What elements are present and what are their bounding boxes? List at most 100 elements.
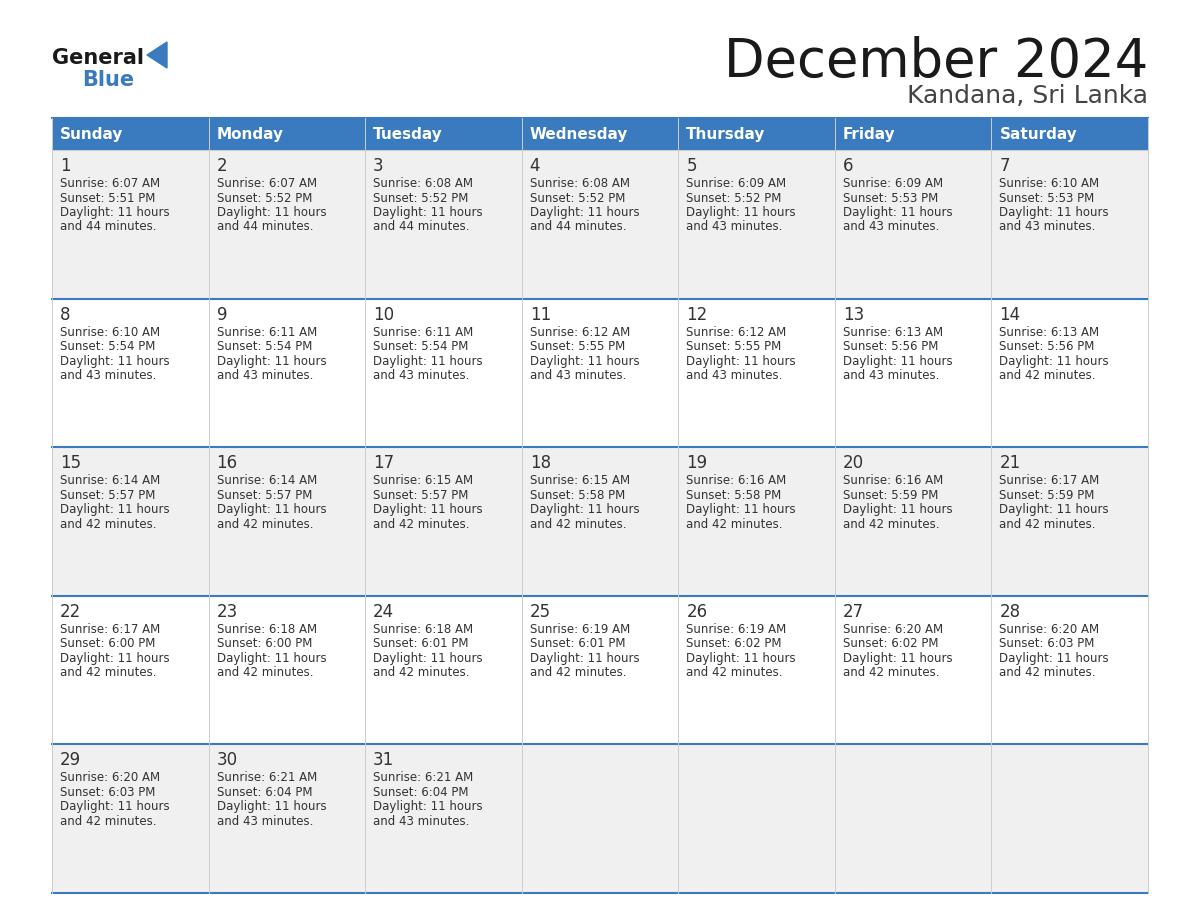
Text: Sunset: 5:54 PM: Sunset: 5:54 PM xyxy=(373,340,468,353)
Bar xyxy=(678,118,835,150)
Text: Sunrise: 6:10 AM: Sunrise: 6:10 AM xyxy=(999,177,1100,190)
Text: Sunrise: 6:14 AM: Sunrise: 6:14 AM xyxy=(61,475,160,487)
Text: Daylight: 11 hours: Daylight: 11 hours xyxy=(373,652,482,665)
Text: 11: 11 xyxy=(530,306,551,324)
Text: Daylight: 11 hours: Daylight: 11 hours xyxy=(61,652,170,665)
Text: Sunrise: 6:21 AM: Sunrise: 6:21 AM xyxy=(216,771,317,784)
Text: Sunset: 6:02 PM: Sunset: 6:02 PM xyxy=(687,637,782,650)
Text: Sunrise: 6:13 AM: Sunrise: 6:13 AM xyxy=(999,326,1100,339)
Text: Daylight: 11 hours: Daylight: 11 hours xyxy=(999,354,1110,367)
Text: 30: 30 xyxy=(216,752,238,769)
Text: 17: 17 xyxy=(373,454,394,472)
Text: Sunset: 6:04 PM: Sunset: 6:04 PM xyxy=(373,786,468,799)
Text: 7: 7 xyxy=(999,157,1010,175)
Text: 2: 2 xyxy=(216,157,227,175)
Text: 4: 4 xyxy=(530,157,541,175)
Bar xyxy=(365,118,522,150)
Text: Daylight: 11 hours: Daylight: 11 hours xyxy=(842,652,953,665)
Text: 20: 20 xyxy=(842,454,864,472)
Text: Daylight: 11 hours: Daylight: 11 hours xyxy=(687,354,796,367)
Text: Sunrise: 6:09 AM: Sunrise: 6:09 AM xyxy=(687,177,786,190)
Text: Daylight: 11 hours: Daylight: 11 hours xyxy=(530,354,639,367)
Text: 14: 14 xyxy=(999,306,1020,324)
Text: Monday: Monday xyxy=(216,127,284,141)
Text: and 43 minutes.: and 43 minutes. xyxy=(373,369,469,382)
Text: Sunrise: 6:11 AM: Sunrise: 6:11 AM xyxy=(216,326,317,339)
Text: Sunrise: 6:12 AM: Sunrise: 6:12 AM xyxy=(530,326,630,339)
Polygon shape xyxy=(147,42,168,68)
Text: Sunset: 6:00 PM: Sunset: 6:00 PM xyxy=(216,637,312,650)
Text: Sunset: 5:57 PM: Sunset: 5:57 PM xyxy=(216,488,312,502)
Text: 19: 19 xyxy=(687,454,707,472)
Text: 8: 8 xyxy=(61,306,70,324)
Text: Daylight: 11 hours: Daylight: 11 hours xyxy=(61,800,170,813)
Text: 28: 28 xyxy=(999,603,1020,621)
Text: Sunrise: 6:07 AM: Sunrise: 6:07 AM xyxy=(61,177,160,190)
Bar xyxy=(522,118,678,150)
Text: and 43 minutes.: and 43 minutes. xyxy=(61,369,157,382)
Text: Kandana, Sri Lanka: Kandana, Sri Lanka xyxy=(906,84,1148,108)
Text: 18: 18 xyxy=(530,454,551,472)
Text: and 42 minutes.: and 42 minutes. xyxy=(61,815,157,828)
Text: and 43 minutes.: and 43 minutes. xyxy=(216,369,312,382)
Text: Daylight: 11 hours: Daylight: 11 hours xyxy=(373,354,482,367)
Text: Sunrise: 6:14 AM: Sunrise: 6:14 AM xyxy=(216,475,317,487)
Text: and 42 minutes.: and 42 minutes. xyxy=(530,518,626,531)
Text: Daylight: 11 hours: Daylight: 11 hours xyxy=(530,652,639,665)
Text: Daylight: 11 hours: Daylight: 11 hours xyxy=(373,206,482,219)
Text: Daylight: 11 hours: Daylight: 11 hours xyxy=(216,652,327,665)
Bar xyxy=(52,744,1148,893)
Text: 15: 15 xyxy=(61,454,81,472)
Text: Sunset: 5:52 PM: Sunset: 5:52 PM xyxy=(216,192,312,205)
Text: and 42 minutes.: and 42 minutes. xyxy=(687,666,783,679)
Text: Blue: Blue xyxy=(82,70,134,90)
Text: 24: 24 xyxy=(373,603,394,621)
Text: Wednesday: Wednesday xyxy=(530,127,628,141)
Text: Daylight: 11 hours: Daylight: 11 hours xyxy=(61,354,170,367)
Text: Sunrise: 6:17 AM: Sunrise: 6:17 AM xyxy=(999,475,1100,487)
Text: and 42 minutes.: and 42 minutes. xyxy=(373,666,469,679)
Text: 10: 10 xyxy=(373,306,394,324)
Text: and 43 minutes.: and 43 minutes. xyxy=(842,220,940,233)
Text: and 43 minutes.: and 43 minutes. xyxy=(842,369,940,382)
Text: 31: 31 xyxy=(373,752,394,769)
Bar xyxy=(52,298,1148,447)
Text: Sunrise: 6:08 AM: Sunrise: 6:08 AM xyxy=(373,177,473,190)
Text: 1: 1 xyxy=(61,157,70,175)
Text: 12: 12 xyxy=(687,306,708,324)
Text: 3: 3 xyxy=(373,157,384,175)
Text: and 44 minutes.: and 44 minutes. xyxy=(216,220,314,233)
Text: Daylight: 11 hours: Daylight: 11 hours xyxy=(373,800,482,813)
Bar xyxy=(992,118,1148,150)
Text: and 43 minutes.: and 43 minutes. xyxy=(687,369,783,382)
Text: Sunrise: 6:19 AM: Sunrise: 6:19 AM xyxy=(530,622,630,636)
Text: and 42 minutes.: and 42 minutes. xyxy=(61,666,157,679)
Text: December 2024: December 2024 xyxy=(723,36,1148,88)
Text: Sunrise: 6:08 AM: Sunrise: 6:08 AM xyxy=(530,177,630,190)
Text: Daylight: 11 hours: Daylight: 11 hours xyxy=(999,652,1110,665)
Text: and 43 minutes.: and 43 minutes. xyxy=(999,220,1095,233)
Text: and 42 minutes.: and 42 minutes. xyxy=(61,518,157,531)
Bar xyxy=(835,118,992,150)
Text: Sunset: 5:55 PM: Sunset: 5:55 PM xyxy=(530,340,625,353)
Text: Sunset: 5:54 PM: Sunset: 5:54 PM xyxy=(216,340,312,353)
Text: and 43 minutes.: and 43 minutes. xyxy=(373,815,469,828)
Text: Sunset: 5:56 PM: Sunset: 5:56 PM xyxy=(999,340,1095,353)
Text: Daylight: 11 hours: Daylight: 11 hours xyxy=(61,503,170,516)
Bar xyxy=(52,596,1148,744)
Text: General: General xyxy=(52,48,144,68)
Text: Daylight: 11 hours: Daylight: 11 hours xyxy=(687,652,796,665)
Text: Sunrise: 6:18 AM: Sunrise: 6:18 AM xyxy=(373,622,473,636)
Text: Sunrise: 6:12 AM: Sunrise: 6:12 AM xyxy=(687,326,786,339)
Text: 21: 21 xyxy=(999,454,1020,472)
Text: and 42 minutes.: and 42 minutes. xyxy=(999,666,1095,679)
Text: Sunrise: 6:19 AM: Sunrise: 6:19 AM xyxy=(687,622,786,636)
Text: and 42 minutes.: and 42 minutes. xyxy=(216,666,314,679)
Text: 6: 6 xyxy=(842,157,853,175)
Text: Daylight: 11 hours: Daylight: 11 hours xyxy=(530,503,639,516)
Bar xyxy=(52,118,209,150)
Text: 25: 25 xyxy=(530,603,551,621)
Text: Sunset: 5:52 PM: Sunset: 5:52 PM xyxy=(687,192,782,205)
Text: Daylight: 11 hours: Daylight: 11 hours xyxy=(999,206,1110,219)
Text: Sunrise: 6:17 AM: Sunrise: 6:17 AM xyxy=(61,622,160,636)
